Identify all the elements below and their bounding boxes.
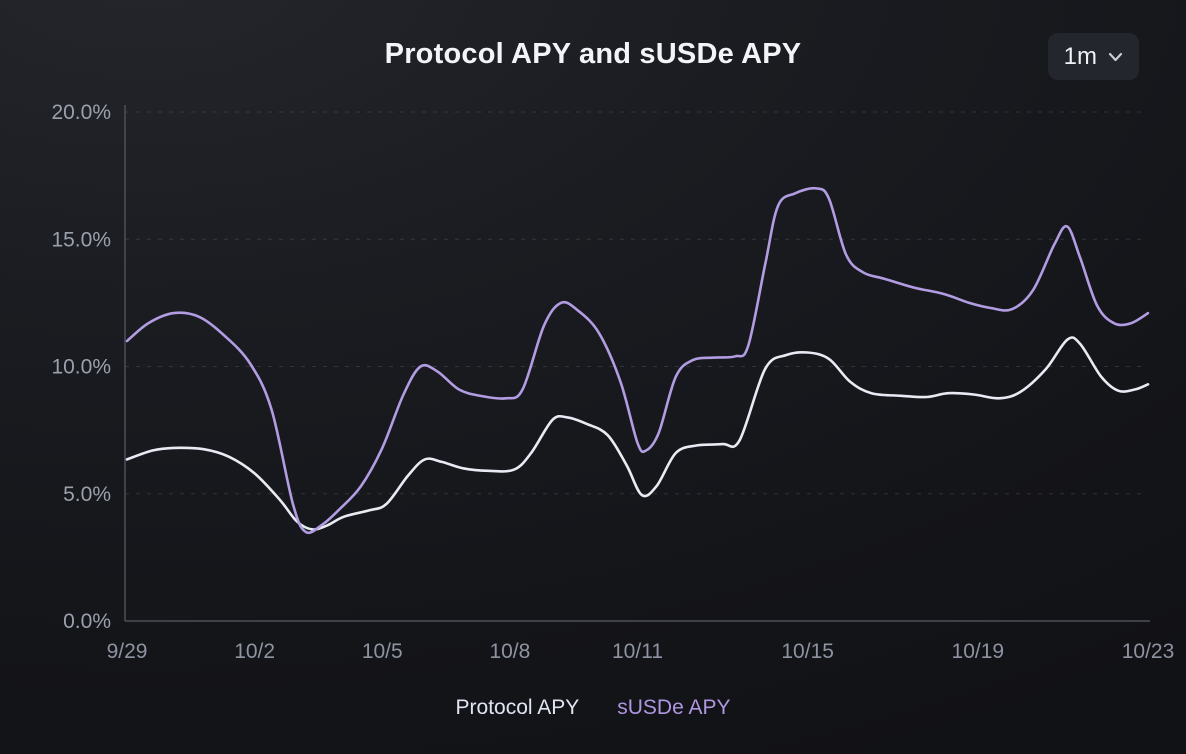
x-axis-label: 10/8 (489, 640, 530, 663)
time-range-value: 1m (1063, 42, 1097, 70)
x-axis-label: 10/5 (362, 640, 403, 663)
time-range-dropdown[interactable]: 1m (1047, 33, 1139, 80)
y-axis-label: 5.0% (63, 483, 111, 506)
chart-title: Protocol APY and sUSDe APY (384, 38, 802, 70)
y-axis-label: 10.0% (51, 356, 111, 379)
x-axis-label: 10/19 (952, 640, 1005, 663)
x-axis-label: 10/15 (781, 640, 834, 663)
legend-item-protocol-apy[interactable]: Protocol APY (455, 696, 580, 719)
y-axis-label: 20.0% (51, 101, 111, 124)
x-axis-label: 10/2 (234, 640, 275, 663)
chevron-down-icon (1108, 52, 1123, 61)
chart-legend: Protocol APY sUSDe APY (0, 696, 1186, 720)
x-axis-label: 10/11 (612, 640, 663, 663)
y-axis-label: 15.0% (51, 228, 111, 251)
legend-item-susde-apy[interactable]: sUSDe APY (617, 696, 731, 719)
series-line-susde-apy (125, 186, 1150, 535)
x-axis-label: 10/23 (1122, 640, 1175, 663)
x-axis-label: 9/29 (107, 640, 148, 663)
y-axis-label: 0.0% (63, 610, 111, 633)
